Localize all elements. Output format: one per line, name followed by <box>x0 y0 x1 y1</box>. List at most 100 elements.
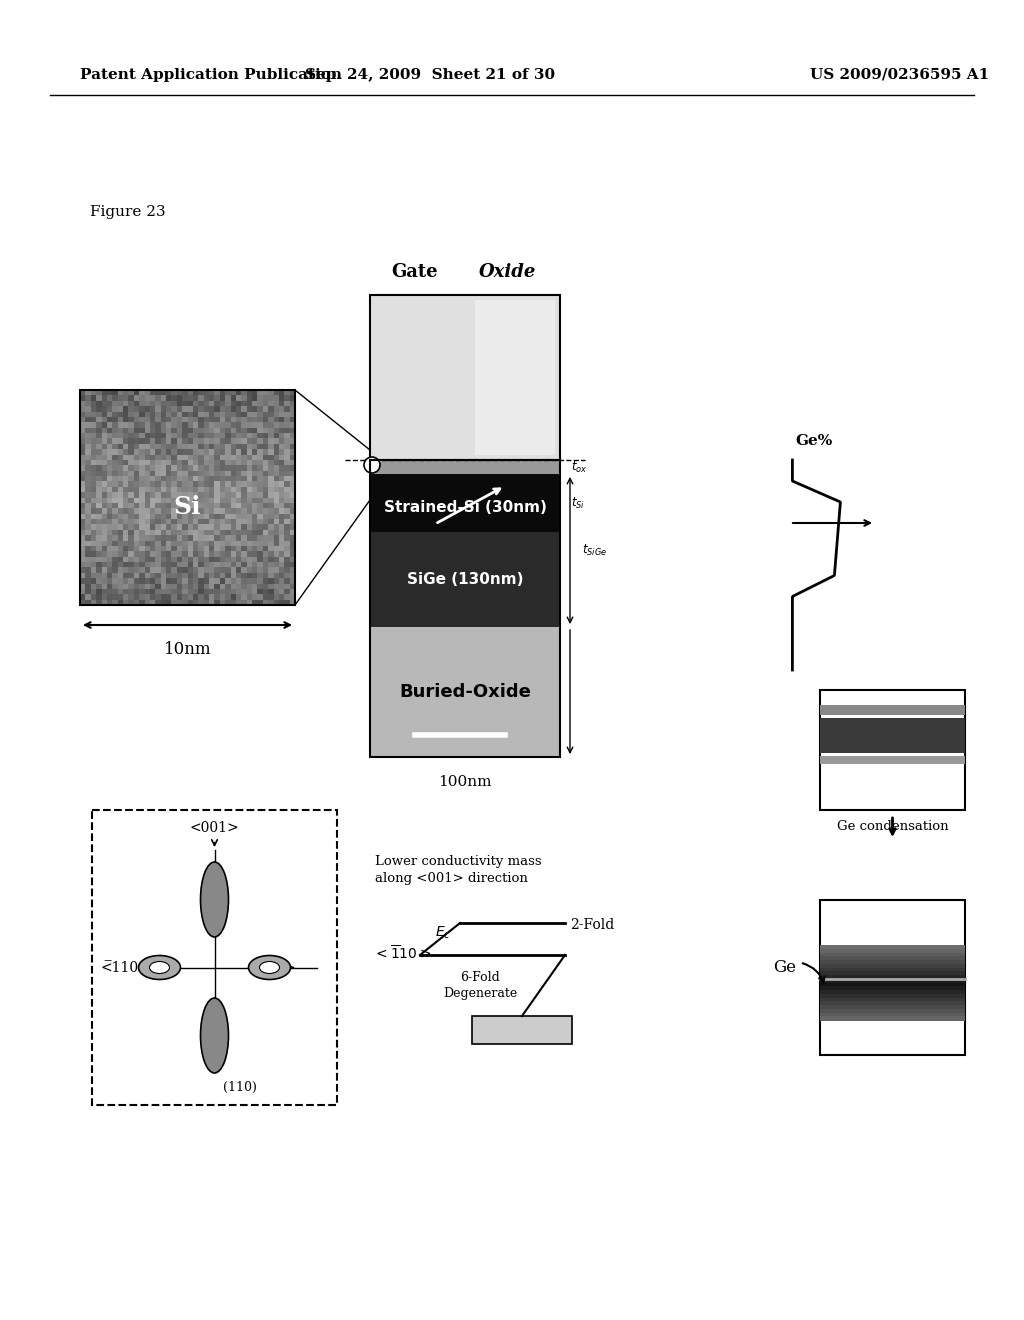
Bar <box>123 524 129 531</box>
Bar <box>230 487 237 494</box>
Bar <box>199 503 205 510</box>
Bar <box>156 482 162 488</box>
Bar <box>134 401 140 407</box>
Bar <box>91 459 97 466</box>
Bar <box>220 417 226 424</box>
Bar <box>193 546 200 552</box>
Bar <box>230 412 237 418</box>
Bar <box>80 529 86 536</box>
Bar <box>220 459 226 466</box>
Bar <box>220 449 226 455</box>
Bar <box>166 573 172 579</box>
Bar <box>106 594 114 601</box>
Bar <box>156 589 162 595</box>
Bar <box>134 578 140 585</box>
Bar <box>139 583 145 590</box>
Bar <box>123 519 129 525</box>
Bar <box>214 396 221 401</box>
Bar <box>177 594 183 601</box>
Bar <box>80 540 86 546</box>
Bar <box>225 438 231 445</box>
Bar <box>96 428 102 434</box>
Text: Ge condensation: Ge condensation <box>837 820 948 833</box>
Bar <box>290 422 296 429</box>
Bar <box>199 471 205 477</box>
Bar <box>257 449 264 455</box>
Bar <box>123 503 129 510</box>
Bar <box>193 524 200 531</box>
Bar <box>171 535 178 541</box>
Bar <box>214 573 221 579</box>
Bar <box>80 401 86 407</box>
Bar <box>273 477 280 482</box>
Bar <box>182 562 188 569</box>
Bar <box>182 599 188 606</box>
Bar <box>177 401 183 407</box>
Bar <box>96 407 102 412</box>
Bar <box>225 444 231 450</box>
Bar <box>113 599 119 606</box>
Bar <box>209 589 215 595</box>
Bar <box>204 594 210 601</box>
Bar <box>242 524 248 531</box>
Bar <box>96 519 102 525</box>
Bar <box>91 540 97 546</box>
Bar <box>257 396 264 401</box>
Bar <box>118 503 124 510</box>
Bar <box>268 492 274 499</box>
Bar <box>128 589 135 595</box>
Bar <box>166 524 172 531</box>
Bar <box>171 412 178 418</box>
Bar <box>106 422 114 429</box>
Bar <box>118 573 124 579</box>
Bar <box>230 508 237 515</box>
Bar <box>139 519 145 525</box>
Bar <box>242 535 248 541</box>
Bar <box>101 422 108 429</box>
Bar <box>820 972 965 975</box>
Bar <box>96 449 102 455</box>
Bar <box>257 498 264 504</box>
Bar <box>257 508 264 515</box>
Bar <box>113 471 119 477</box>
Bar <box>156 546 162 552</box>
Bar <box>279 459 286 466</box>
Bar <box>204 557 210 564</box>
Bar <box>144 599 151 606</box>
Bar <box>204 487 210 494</box>
Bar <box>96 465 102 471</box>
Bar <box>279 529 286 536</box>
Bar <box>134 422 140 429</box>
Bar <box>257 519 264 525</box>
Bar <box>128 562 135 569</box>
Bar <box>150 508 157 515</box>
Bar <box>279 524 286 531</box>
Bar <box>193 583 200 590</box>
Bar <box>182 540 188 546</box>
Bar <box>370 474 560 532</box>
Bar <box>273 487 280 494</box>
Bar <box>161 407 167 412</box>
Bar <box>193 535 200 541</box>
Bar <box>242 401 248 407</box>
Bar <box>113 519 119 525</box>
Bar <box>820 945 965 950</box>
Bar <box>225 535 231 541</box>
Bar <box>820 953 965 957</box>
Bar <box>285 513 291 520</box>
Bar <box>96 444 102 450</box>
Bar <box>268 407 274 412</box>
Bar <box>290 599 296 606</box>
Bar <box>193 417 200 424</box>
Bar <box>220 594 226 601</box>
Bar <box>263 407 269 412</box>
Bar <box>273 578 280 585</box>
Bar <box>106 438 114 445</box>
Bar <box>113 562 119 569</box>
Bar <box>101 438 108 445</box>
Bar <box>144 594 151 601</box>
Bar <box>134 487 140 494</box>
Bar <box>290 465 296 471</box>
Bar <box>113 477 119 482</box>
Bar <box>118 535 124 541</box>
